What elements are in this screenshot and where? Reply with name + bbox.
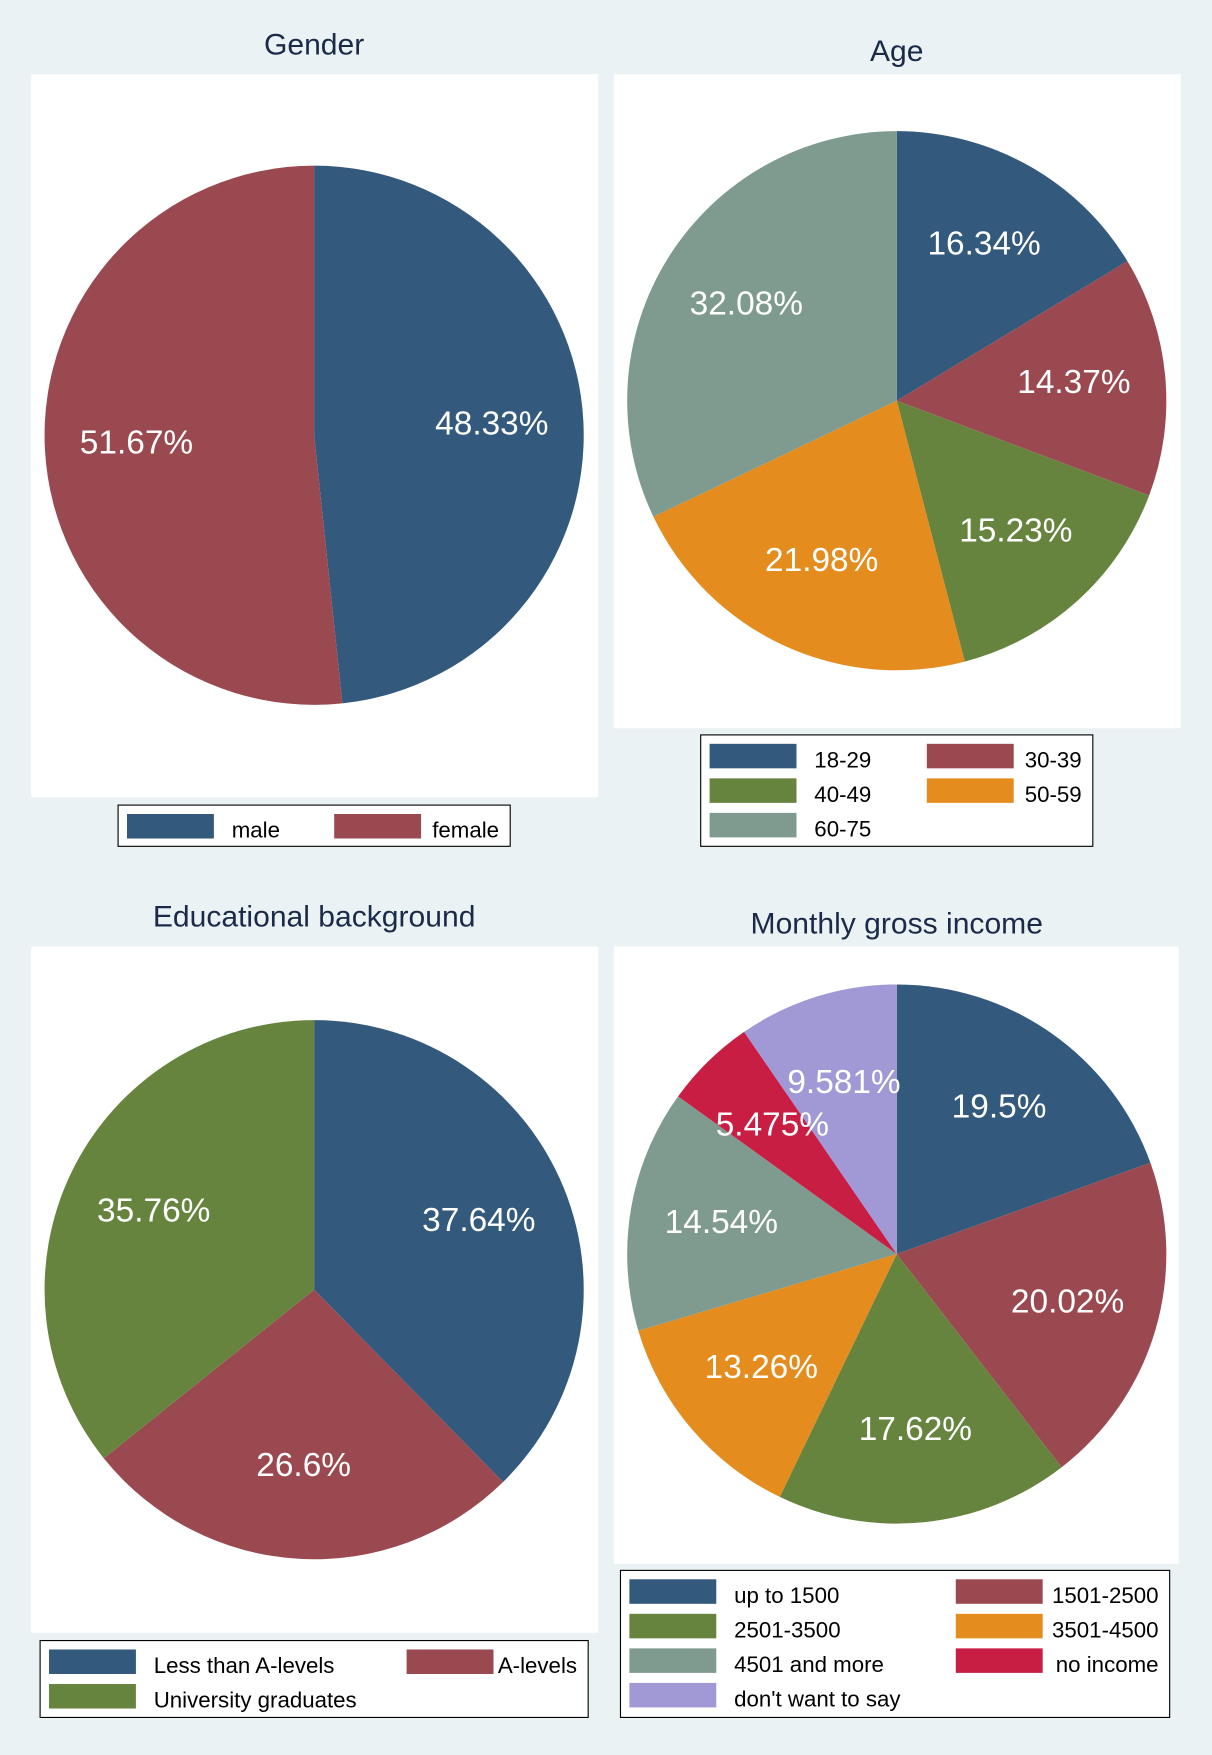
pie-slice (896, 1162, 1167, 1468)
chart-title: Monthly gross income (751, 907, 1043, 940)
legend-label: don't want to say (734, 1687, 901, 1712)
legend-swatch (709, 743, 797, 769)
slice-label: 48.33% (435, 406, 548, 443)
legend-label: Less than A-levels (154, 1653, 335, 1678)
legend-label: 50-59 (1025, 782, 1082, 807)
legend-swatch (49, 1684, 136, 1709)
legend-swatch (126, 814, 214, 839)
legend-label: female (432, 818, 499, 843)
slice-label: 37.64% (422, 1202, 535, 1239)
legend-swatch (955, 1648, 1043, 1673)
legend-label: 2501-3500 (734, 1618, 840, 1643)
chart-title: Gender (264, 28, 364, 61)
legend-label: University graduates (154, 1688, 357, 1713)
legend-swatch (709, 778, 797, 803)
slice-label: 35.76% (97, 1193, 210, 1230)
slice-label: 14.54% (665, 1204, 778, 1241)
pie-slice (314, 165, 584, 704)
legend-swatch (334, 814, 422, 839)
legend-swatch (955, 1613, 1043, 1639)
legend-swatch (629, 1579, 717, 1604)
pie-slice (627, 131, 897, 517)
slice-label: 9.581% (787, 1064, 900, 1101)
legend-swatch (629, 1682, 717, 1708)
legend-swatch (629, 1613, 717, 1639)
legend-label: 18-29 (814, 748, 871, 773)
pie-slice (896, 400, 1150, 662)
legend-label: 60-75 (814, 817, 871, 842)
chart-title: Age (870, 35, 924, 68)
legend-swatch (629, 1648, 717, 1673)
legend-label: male (232, 818, 280, 843)
pie-slice (896, 261, 1167, 496)
slice-label: 5.475% (716, 1107, 829, 1144)
legend-label: up to 1500 (734, 1583, 839, 1608)
slice-label: 13.26% (705, 1349, 818, 1386)
legend-label: no income (1056, 1652, 1159, 1677)
slice-label: 14.37% (1017, 364, 1130, 401)
legend-label: 4501 and more (734, 1652, 884, 1677)
slice-label: 17.62% (859, 1411, 972, 1448)
pie-slice (653, 400, 965, 671)
pie-slice (638, 1254, 897, 1497)
slice-label: 32.08% (690, 286, 803, 323)
pie-slice (896, 131, 1128, 401)
slice-label: 21.98% (765, 542, 878, 579)
legend-swatch (709, 812, 797, 838)
legend-swatch (926, 778, 1014, 803)
chart-title: Educational background (153, 901, 476, 934)
slice-label: 19.5% (952, 1088, 1047, 1125)
pie-slice (744, 984, 897, 1255)
legend-swatch (49, 1649, 136, 1674)
legend-swatch (406, 1649, 494, 1674)
pie-slice (627, 1096, 897, 1331)
pie-slice (103, 1289, 504, 1560)
legend-swatch (955, 1579, 1043, 1604)
legend-label: 40-49 (814, 782, 871, 807)
legend-label: A-levels (498, 1653, 577, 1678)
slice-label: 16.34% (927, 226, 1040, 263)
pie-slice (678, 1031, 897, 1255)
pie-slice (44, 1020, 315, 1459)
pie-slice (44, 165, 343, 705)
pie-slice (779, 1254, 1062, 1524)
slice-label: 51.67% (80, 424, 193, 461)
legend-label: 1501-2500 (1052, 1583, 1158, 1608)
slice-label: 26.6% (256, 1447, 351, 1484)
slice-label: 15.23% (959, 513, 1072, 550)
slice-label: 20.02% (1011, 1284, 1124, 1321)
legend-label: 30-39 (1025, 748, 1082, 773)
pie-slice (896, 984, 1151, 1255)
legend-swatch (926, 743, 1014, 769)
legend-label: 3501-4500 (1052, 1618, 1158, 1643)
pie-slice (314, 1020, 584, 1482)
